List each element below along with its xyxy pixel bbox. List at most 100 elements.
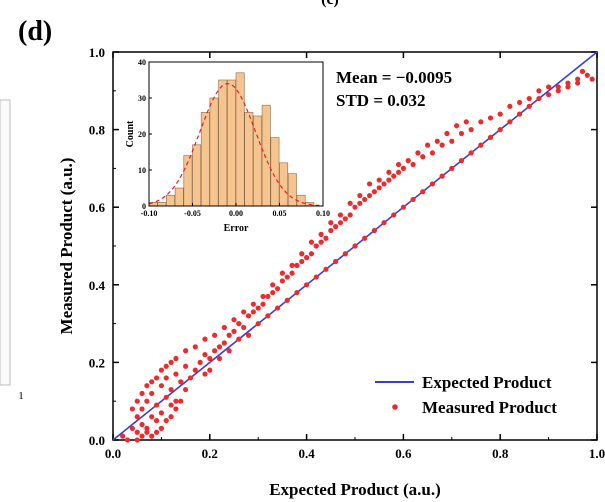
panel-label: (d)	[18, 16, 52, 47]
x-tick-label: 0.8	[492, 446, 509, 461]
measured-point	[526, 95, 532, 102]
measured-point	[134, 398, 140, 404]
measured-point	[197, 359, 203, 365]
measured-point	[458, 158, 465, 164]
measured-point	[163, 418, 169, 424]
inset-y-tick-label: 20	[138, 130, 146, 139]
inset-y-tick-label: 0	[142, 202, 146, 211]
measured-point	[391, 212, 397, 218]
inset-x-tick-label: 0.00	[229, 209, 243, 218]
main-ticks: 0.0 0.2 0.4 0.6 0.8 1.0 0.0 0.2 0.4 0.6 0.8 1.0	[89, 45, 605, 461]
measured-point	[289, 262, 295, 268]
main-plot: 0.0 0.2 0.4 0.6 0.8 1.0 0.0 0.2 0.4 0.6 0.8 1.0 Exp…	[57, 45, 605, 499]
measured-point	[265, 313, 271, 319]
measured-point	[284, 297, 290, 303]
measured-point	[183, 363, 189, 369]
measured-point	[366, 181, 373, 187]
measured-point	[202, 371, 208, 377]
measured-point	[245, 332, 252, 338]
measured-point	[308, 251, 315, 257]
measured-point	[391, 173, 397, 179]
measured-point	[163, 363, 169, 369]
measured-point	[153, 418, 160, 424]
measured-point	[294, 262, 300, 268]
measured-point	[139, 406, 145, 412]
y-tick-label: 0.6	[89, 200, 106, 215]
measured-point	[294, 289, 300, 296]
measured-point	[279, 278, 285, 284]
measured-point	[216, 344, 223, 350]
measured-point	[536, 88, 542, 94]
measured-point	[245, 313, 252, 319]
measured-point	[241, 309, 247, 315]
measured-point	[362, 196, 368, 203]
measured-point	[144, 425, 150, 431]
measured-point	[212, 348, 218, 354]
measured-point	[173, 371, 179, 377]
measured-point	[507, 103, 513, 109]
inset-x-tick-label: 0.05	[273, 209, 287, 218]
inset-x-tick-label: -0.10	[141, 209, 158, 218]
measured-point	[163, 394, 169, 400]
measured-point	[226, 348, 232, 354]
measured-point	[318, 231, 324, 237]
measured-point	[516, 99, 523, 106]
measured-point	[284, 274, 290, 280]
measured-point	[487, 115, 494, 121]
measured-point	[260, 301, 266, 307]
y-tick-label: 0.8	[89, 123, 106, 138]
measured-point	[420, 154, 426, 160]
measured-point	[158, 383, 164, 389]
measured-point	[371, 227, 377, 234]
measured-point	[183, 348, 189, 354]
measured-point	[153, 402, 160, 408]
measured-point	[478, 119, 484, 125]
measured-point	[536, 95, 542, 102]
measured-point	[216, 355, 223, 362]
histogram-bar	[287, 173, 297, 207]
measured-point	[342, 216, 348, 222]
measured-point	[274, 286, 281, 292]
measured-point	[255, 321, 261, 327]
measured-point	[134, 437, 140, 443]
measured-point	[149, 433, 155, 439]
measured-point	[212, 332, 218, 338]
measured-point	[129, 406, 135, 412]
measured-point	[168, 414, 174, 420]
measured-point	[381, 220, 387, 226]
measured-point	[337, 220, 344, 226]
measured-point	[516, 111, 523, 117]
measured-point	[183, 386, 189, 393]
inset-y-tick-label: 10	[138, 166, 146, 175]
inset-ticks: -0.10 -0.05 0.00 0.05 0.10 0 10 20 30 40	[138, 58, 330, 218]
histogram-bar	[174, 187, 184, 207]
measured-point	[250, 301, 256, 307]
measured-point	[323, 235, 329, 241]
measured-point	[352, 204, 358, 210]
measured-point	[270, 289, 276, 296]
measured-point	[575, 76, 581, 82]
x-tick-label: 1.0	[589, 446, 605, 461]
measured-point	[221, 324, 227, 331]
measured-point	[149, 379, 155, 385]
measured-point	[231, 317, 237, 323]
y-axis-label: Measured Product (a.u.)	[57, 158, 76, 335]
measured-point	[352, 243, 358, 249]
measured-point	[163, 375, 169, 381]
measured-point	[192, 344, 198, 350]
measured-point	[410, 196, 416, 203]
measured-point	[381, 181, 387, 187]
measured-point	[507, 119, 513, 125]
measured-point	[304, 255, 310, 261]
measured-point	[308, 239, 315, 245]
measured-point	[139, 390, 145, 397]
measured-point	[463, 119, 469, 125]
measured-point	[231, 328, 237, 334]
y-tick-label: 0.4	[89, 278, 106, 293]
measured-point	[265, 293, 271, 300]
measured-point	[134, 414, 140, 420]
x-tick-label: 0.6	[395, 446, 412, 461]
measured-point	[584, 72, 590, 78]
measured-point	[221, 340, 227, 346]
measured-point	[255, 305, 261, 311]
